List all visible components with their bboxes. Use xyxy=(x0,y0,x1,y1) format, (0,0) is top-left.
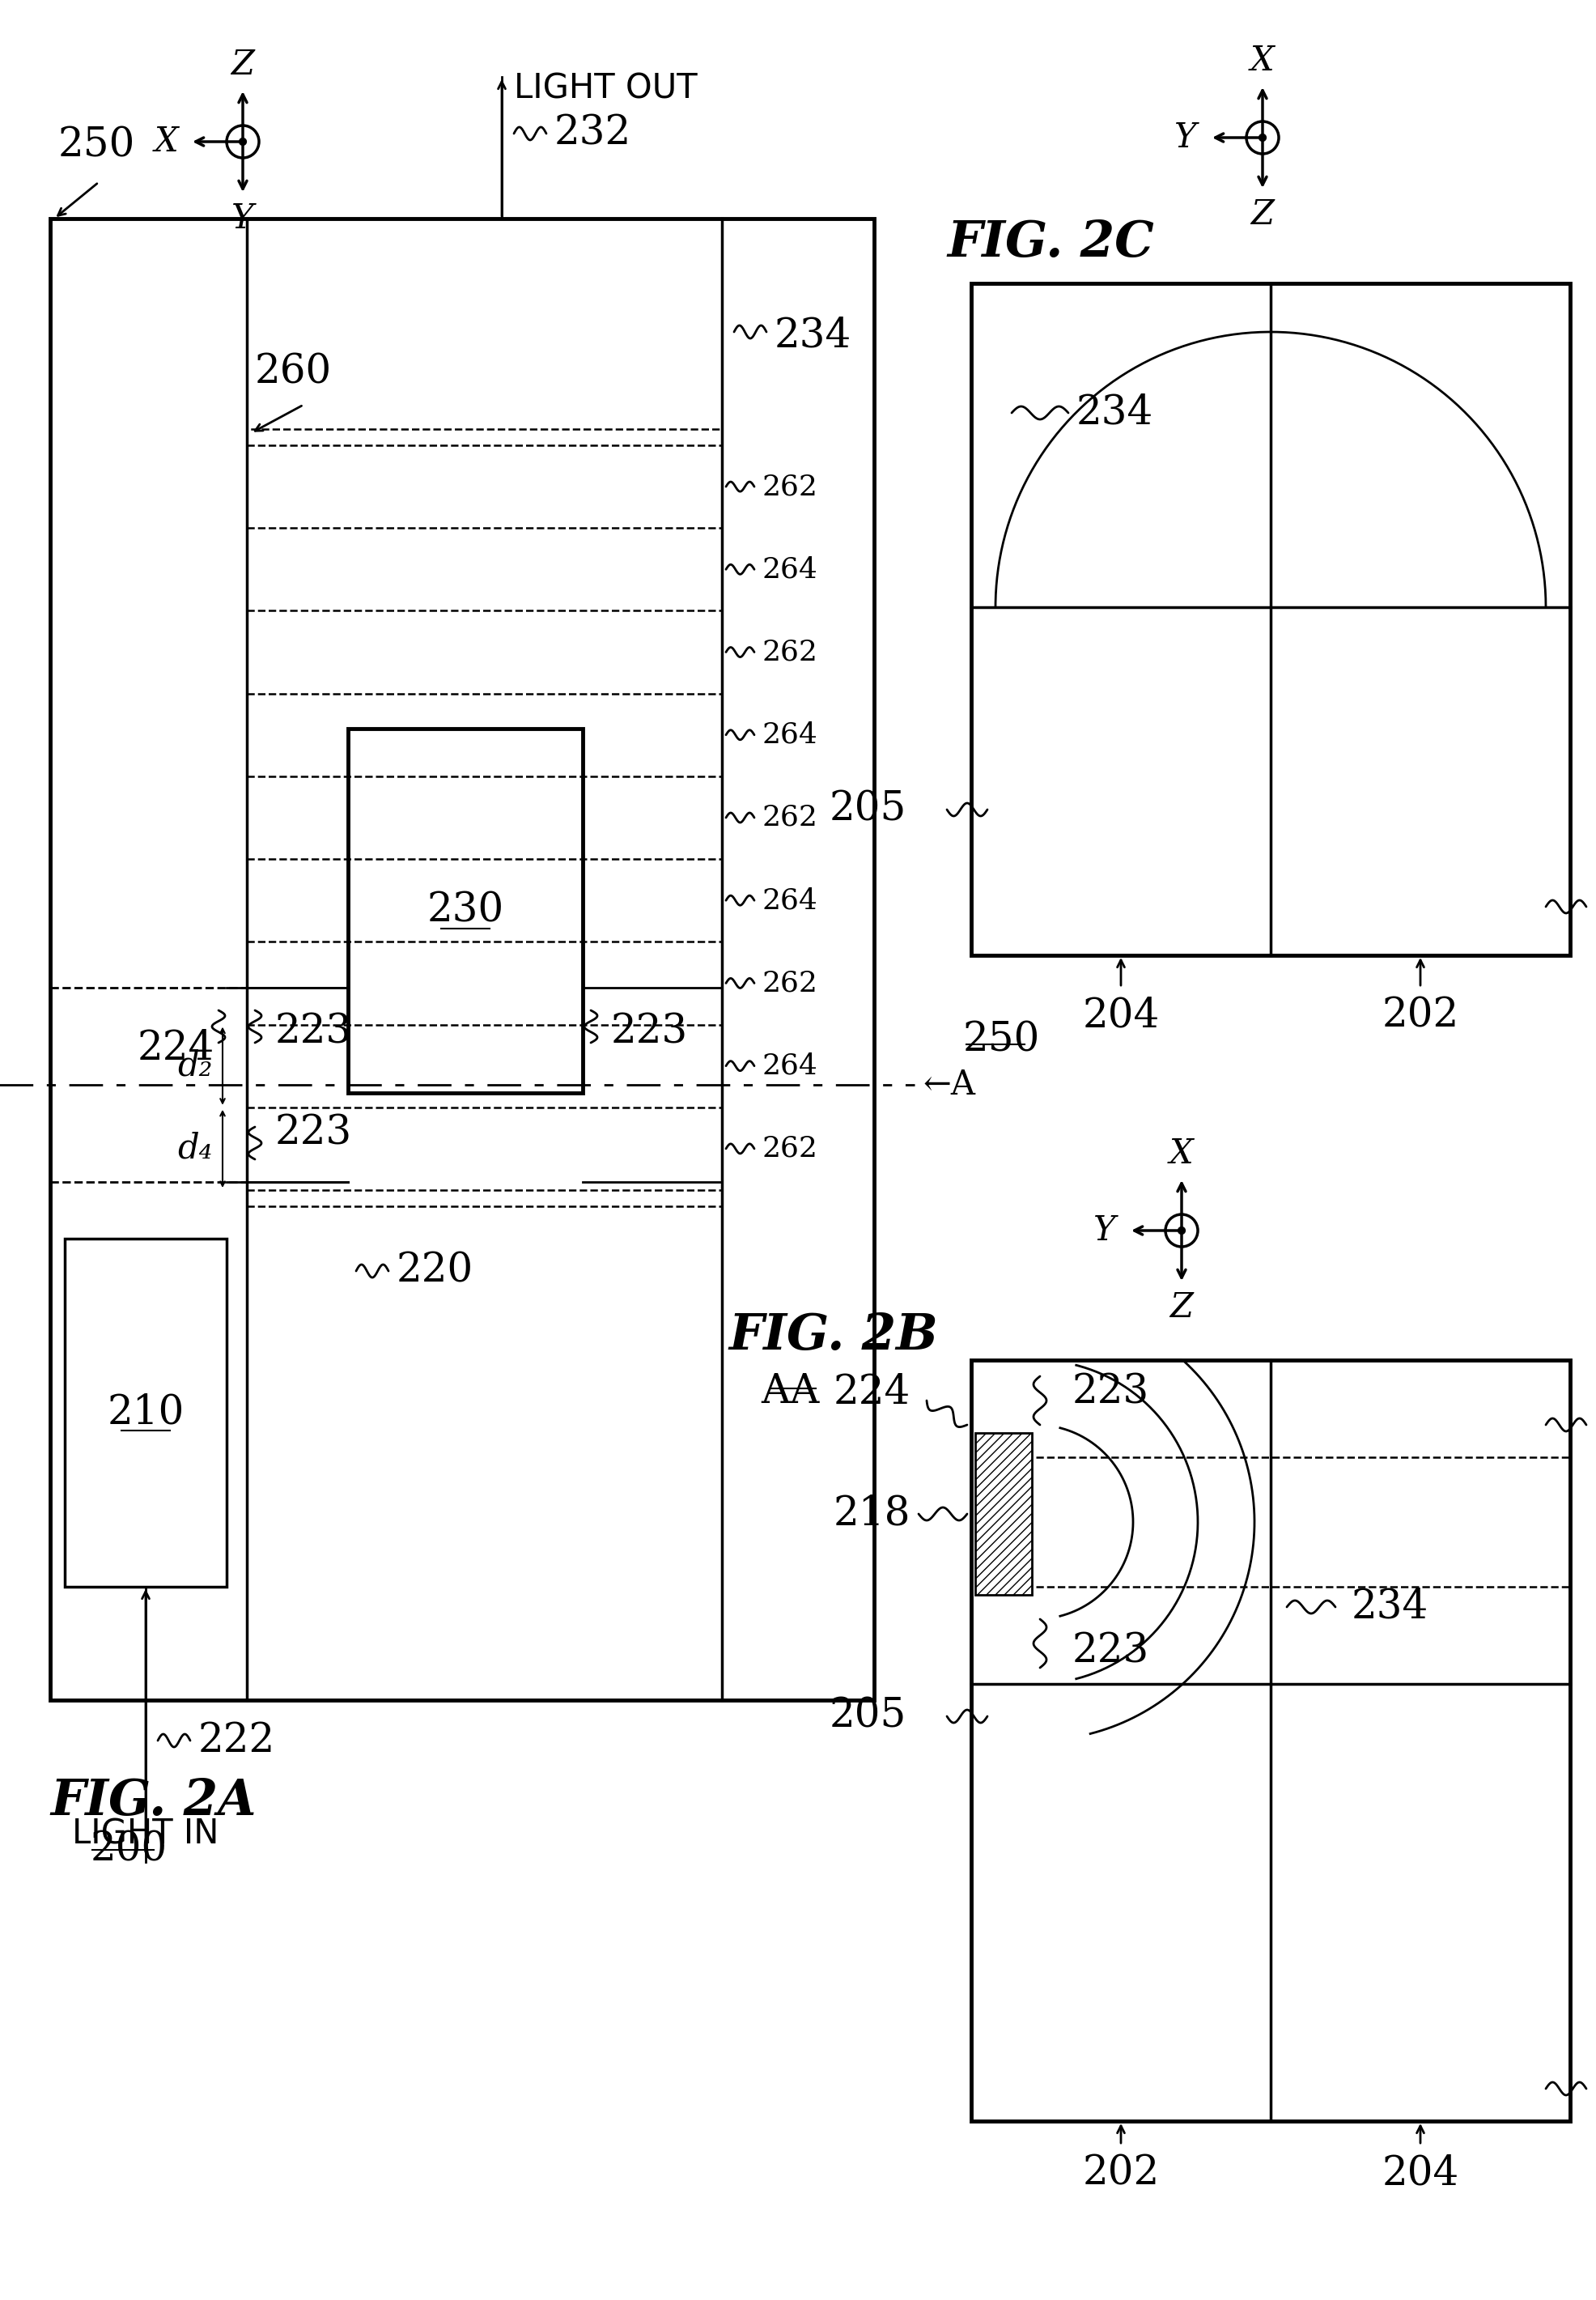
Text: 203: 203 xyxy=(1594,895,1596,934)
Text: 264: 264 xyxy=(763,557,819,584)
Text: 205: 205 xyxy=(830,1697,907,1736)
Text: 264: 264 xyxy=(1594,1405,1596,1444)
Text: 223: 223 xyxy=(611,1012,688,1051)
Text: 234: 234 xyxy=(1352,1587,1428,1626)
Bar xyxy=(49,218,875,1700)
Circle shape xyxy=(239,138,246,145)
Text: LIGHT OUT: LIGHT OUT xyxy=(514,71,697,106)
Text: 202: 202 xyxy=(1082,2153,1159,2194)
Text: 218: 218 xyxy=(833,1495,910,1534)
Circle shape xyxy=(1178,1226,1186,1235)
Bar xyxy=(972,1359,1570,2121)
Text: 262: 262 xyxy=(763,639,819,667)
Text: ←A: ←A xyxy=(922,1067,975,1102)
Text: 262: 262 xyxy=(763,474,819,501)
Text: LIGHT IN: LIGHT IN xyxy=(72,1817,219,1852)
Text: 204: 204 xyxy=(1382,2153,1459,2194)
Text: 234: 234 xyxy=(1076,393,1154,432)
Text: 250: 250 xyxy=(962,1021,1041,1060)
Text: 230: 230 xyxy=(426,890,504,932)
Text: 202: 202 xyxy=(1382,996,1459,1035)
Bar xyxy=(348,729,583,1092)
Text: 262: 262 xyxy=(763,1134,819,1162)
Text: 262: 262 xyxy=(763,968,819,996)
Circle shape xyxy=(1259,133,1266,140)
Bar xyxy=(975,1433,1033,1594)
Text: 260: 260 xyxy=(255,352,332,393)
Text: X: X xyxy=(153,124,177,159)
Text: Z: Z xyxy=(1251,198,1274,232)
Text: d₂: d₂ xyxy=(177,1049,212,1083)
Text: 223: 223 xyxy=(275,1113,353,1152)
Text: 234: 234 xyxy=(774,315,852,356)
Text: FIG. 2C: FIG. 2C xyxy=(946,218,1154,267)
Text: AA: AA xyxy=(761,1373,819,1412)
Text: Z: Z xyxy=(231,48,254,83)
Text: 264: 264 xyxy=(763,1051,819,1079)
Text: 223: 223 xyxy=(1073,1631,1149,1672)
Bar xyxy=(972,283,1570,954)
Text: Y: Y xyxy=(1093,1214,1116,1247)
Text: 264: 264 xyxy=(763,888,819,913)
Text: 223: 223 xyxy=(1073,1373,1149,1412)
Bar xyxy=(247,430,721,1205)
Text: X: X xyxy=(1170,1136,1194,1171)
Text: X: X xyxy=(1251,44,1275,78)
Text: 222: 222 xyxy=(198,1720,276,1760)
Text: 223: 223 xyxy=(275,1012,353,1051)
Text: 205: 205 xyxy=(830,789,907,830)
Text: 203: 203 xyxy=(1594,2068,1596,2109)
Text: 224: 224 xyxy=(137,1028,214,1070)
Text: Y: Y xyxy=(231,202,254,235)
Text: Y: Y xyxy=(1175,120,1197,154)
Bar xyxy=(65,1240,227,1587)
Text: 204: 204 xyxy=(1082,996,1159,1035)
Text: FIG. 2B: FIG. 2B xyxy=(728,1311,938,1359)
Text: 262: 262 xyxy=(763,805,819,830)
Text: d₄: d₄ xyxy=(177,1132,212,1166)
Text: 210: 210 xyxy=(107,1394,184,1433)
Text: 220: 220 xyxy=(396,1251,474,1290)
Text: 264: 264 xyxy=(763,722,819,750)
Text: 224: 224 xyxy=(833,1373,910,1412)
Text: 200: 200 xyxy=(91,1829,168,1870)
Text: Z: Z xyxy=(1170,1290,1194,1325)
Text: FIG. 2A: FIG. 2A xyxy=(49,1778,255,1826)
Text: 250: 250 xyxy=(59,126,136,166)
Text: 232: 232 xyxy=(554,113,632,154)
